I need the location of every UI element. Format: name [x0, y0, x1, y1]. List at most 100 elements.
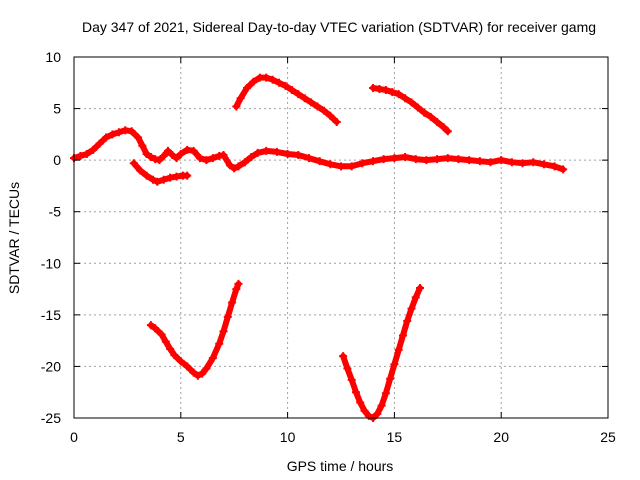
data-point [223, 312, 232, 321]
data-point [159, 175, 168, 184]
data-point [326, 160, 335, 169]
data-point [166, 173, 175, 182]
x-tick-label: 15 [387, 429, 403, 445]
data-point [159, 152, 168, 161]
x-tick-label: 10 [280, 429, 296, 445]
data-point [559, 165, 568, 174]
data-point [356, 398, 365, 407]
data-point [234, 279, 243, 288]
data-point [189, 146, 198, 155]
data-point [401, 153, 410, 162]
data-point [172, 172, 181, 181]
data-point [215, 339, 224, 348]
data-point [411, 155, 420, 164]
data-point [326, 111, 335, 120]
data-point [249, 77, 258, 86]
data-point [275, 78, 284, 87]
data-point [142, 149, 151, 158]
data-point [76, 152, 85, 161]
data-point [394, 90, 403, 99]
data-point [294, 90, 303, 99]
data-point [373, 409, 382, 418]
x-axis-label: GPS time / hours [287, 458, 394, 474]
axis-ticks: 0 5 10 15 20 25 10 5 0 -5 -10 -15 -20 -25 [41, 49, 616, 445]
data-point [407, 304, 416, 313]
data-point [426, 112, 435, 121]
data-point [168, 150, 177, 159]
data-point [225, 161, 234, 170]
data-point [129, 159, 138, 168]
data-point [337, 162, 345, 171]
data-point [332, 117, 341, 126]
data-point [127, 127, 136, 136]
data-point [507, 158, 516, 167]
data-point [196, 154, 205, 163]
data-point [161, 337, 170, 346]
y-tick-label: -20 [41, 358, 61, 374]
data-point [347, 375, 356, 384]
data-point [176, 149, 185, 158]
data-point [82, 149, 91, 158]
series-track-e [146, 279, 243, 380]
data-point [142, 171, 151, 180]
data-point [172, 154, 181, 163]
data-point [193, 371, 202, 380]
data-point [272, 147, 281, 156]
data-series [70, 73, 568, 422]
data-point [379, 155, 388, 164]
data-point [294, 150, 303, 159]
data-point [413, 103, 422, 112]
data-point [136, 166, 145, 175]
data-point [183, 362, 192, 371]
data-point [411, 293, 420, 302]
data-point [89, 145, 98, 154]
data-point [121, 126, 130, 135]
data-point [351, 388, 360, 397]
data-point [300, 94, 309, 103]
data-point [388, 88, 397, 97]
data-point [202, 364, 211, 373]
data-point [377, 401, 386, 410]
data-point [443, 127, 452, 136]
data-point [307, 98, 316, 107]
data-point [443, 154, 452, 163]
x-tick-label: 20 [493, 429, 509, 445]
data-point [433, 117, 442, 126]
data-point [518, 159, 527, 168]
data-point [339, 352, 348, 361]
data-point [422, 156, 431, 165]
y-tick-label: -5 [49, 204, 62, 220]
data-point [347, 162, 356, 171]
data-point [381, 86, 390, 95]
data-point [151, 324, 160, 333]
data-point [529, 158, 538, 167]
y-tick-label: 0 [53, 152, 61, 168]
data-point [236, 94, 245, 103]
data-point [398, 331, 407, 340]
y-axis-label: SDTVAR / TECUs [6, 182, 22, 294]
data-point [228, 298, 237, 307]
data-point [155, 156, 164, 165]
data-point [403, 317, 412, 326]
series-track-d [369, 83, 452, 136]
data-point [390, 360, 399, 369]
data-point [202, 156, 211, 165]
data-point [146, 153, 155, 162]
data-point [401, 94, 410, 103]
data-point [439, 123, 448, 132]
data-point [253, 148, 262, 157]
data-point [486, 158, 495, 167]
data-point [102, 133, 111, 142]
data-point [364, 411, 373, 420]
data-point [198, 369, 207, 378]
data-point [134, 133, 143, 142]
data-point [420, 108, 429, 117]
data-point [151, 155, 160, 164]
data-point [262, 146, 271, 155]
series-main-track [70, 126, 568, 174]
data-point [138, 141, 147, 150]
y-tick-label: -25 [41, 410, 61, 426]
data-point [176, 357, 185, 366]
data-point [304, 154, 313, 163]
